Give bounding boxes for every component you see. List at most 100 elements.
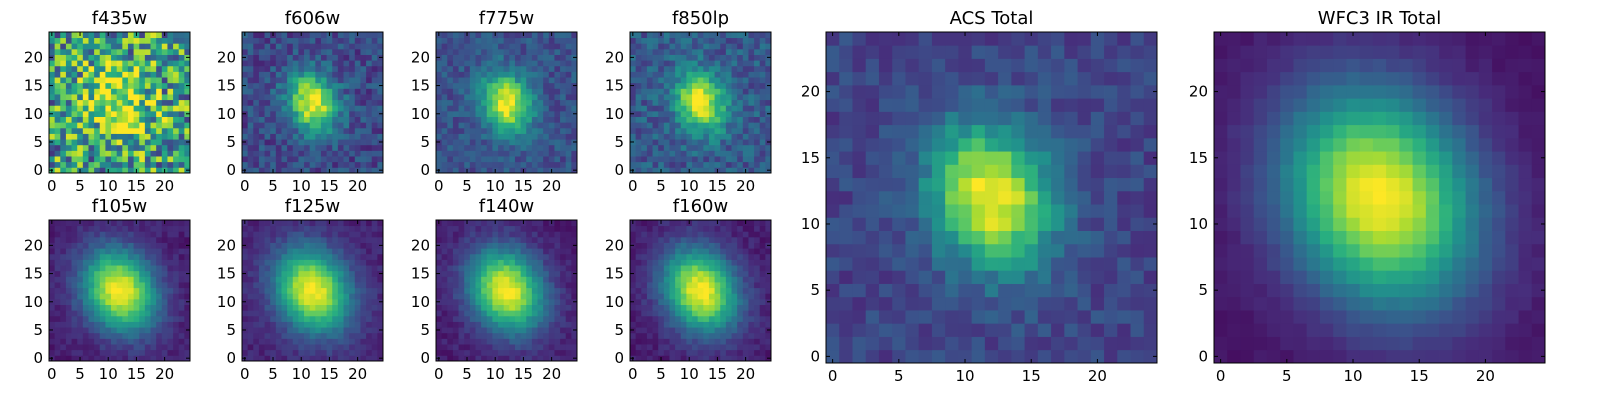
heatmap-cell [150, 276, 157, 283]
heatmap-cell [54, 144, 61, 151]
heatmap-cell [481, 60, 488, 67]
heatmap-cell [354, 338, 361, 345]
heatmap-cell [635, 332, 642, 339]
heatmap-cell [60, 77, 67, 84]
heatmap-cell [167, 220, 174, 227]
heatmap-cell [742, 77, 749, 84]
heatmap-cell [105, 231, 112, 238]
heatmap-cell [167, 116, 174, 123]
heatmap-cell [173, 156, 180, 163]
y-tick-label: 15 [217, 265, 236, 283]
heatmap-cell [253, 327, 260, 334]
heatmap-cell [436, 94, 443, 101]
heatmap-cell [436, 293, 443, 300]
heatmap-cell [377, 65, 384, 72]
heatmap-cell [242, 276, 249, 283]
heatmap-cell [481, 144, 488, 151]
heatmap-cell [54, 248, 61, 255]
heatmap-cell [641, 156, 648, 163]
heatmap-cell [452, 99, 459, 106]
heatmap-cell [332, 116, 339, 123]
heatmap-cell [503, 242, 510, 249]
heatmap-cell [82, 282, 89, 289]
heatmap-cell [242, 293, 249, 300]
heatmap-cell [680, 310, 687, 317]
heatmap-cell [349, 344, 356, 351]
heatmap-cell [537, 88, 544, 95]
heatmap-cell [139, 133, 146, 140]
heatmap-cell [156, 127, 163, 134]
heatmap-cell [94, 282, 101, 289]
heatmap-cell [337, 122, 344, 129]
heatmap-cell [94, 242, 101, 249]
heatmap-cell [526, 355, 533, 362]
heatmap-cell [304, 144, 311, 151]
heatmap-cell [116, 133, 123, 140]
heatmap-cell [354, 344, 361, 351]
heatmap-cell [133, 150, 140, 157]
heatmap-cell [646, 139, 653, 146]
heatmap-cell [54, 77, 61, 84]
heatmap-cell [526, 248, 533, 255]
heatmap-cell [697, 327, 704, 334]
heatmap-cell [343, 242, 350, 249]
heatmap-cell [354, 321, 361, 328]
heatmap-cell [173, 276, 180, 283]
heatmap-cell [686, 94, 693, 101]
heatmap-cell [697, 332, 704, 339]
heatmap-cell [537, 133, 544, 140]
heatmap-cell [737, 139, 744, 146]
heatmap-cell [116, 82, 123, 89]
heatmap-cell [680, 156, 687, 163]
heatmap-cell [436, 248, 443, 255]
heatmap-cell [531, 338, 538, 345]
heatmap-cell [680, 110, 687, 117]
heatmap-cell [309, 82, 316, 89]
heatmap-cell [116, 77, 123, 84]
heatmap-cell [156, 71, 163, 78]
heatmap-cell [315, 127, 322, 134]
heatmap-cell [366, 327, 373, 334]
heatmap-cell [514, 133, 521, 140]
heatmap-cell [99, 338, 106, 345]
heatmap-cell [258, 139, 265, 146]
heatmap-cell [111, 37, 118, 44]
heatmap-cell [498, 105, 505, 112]
heatmap-cell [167, 304, 174, 311]
heatmap-cell [708, 139, 715, 146]
heatmap-cell [675, 270, 682, 277]
heatmap-cell [354, 150, 361, 157]
heatmap-cell [680, 88, 687, 95]
heatmap-cell [436, 48, 443, 55]
heatmap-cell [543, 43, 550, 50]
heatmap-cell [548, 122, 555, 129]
heatmap-cell [498, 253, 505, 260]
heatmap-cell [377, 94, 384, 101]
heatmap-cell [543, 220, 550, 227]
heatmap-cell [543, 82, 550, 89]
heatmap-cell [127, 116, 134, 123]
heatmap-cell [720, 276, 727, 283]
heatmap-cell [436, 332, 443, 339]
heatmap-cell [144, 156, 151, 163]
heatmap-cell [264, 116, 271, 123]
heatmap-cell [754, 276, 761, 283]
heatmap-cell [464, 231, 471, 238]
heatmap-cell [543, 332, 550, 339]
heatmap-cell [652, 355, 659, 362]
heatmap-cell [315, 54, 322, 61]
heatmap-cell [309, 37, 316, 44]
heatmap-cell [320, 32, 327, 39]
heatmap-cell [452, 231, 459, 238]
heatmap-cell [275, 332, 282, 339]
heatmap-cell [184, 225, 191, 232]
heatmap-cell [708, 298, 715, 305]
heatmap-cell [88, 94, 95, 101]
heatmap-cell [737, 32, 744, 39]
heatmap-cell [520, 37, 527, 44]
heatmap-cell [77, 236, 84, 243]
heatmap-cell [253, 248, 260, 255]
heatmap-cell [554, 94, 561, 101]
heatmap-cell [765, 332, 772, 339]
